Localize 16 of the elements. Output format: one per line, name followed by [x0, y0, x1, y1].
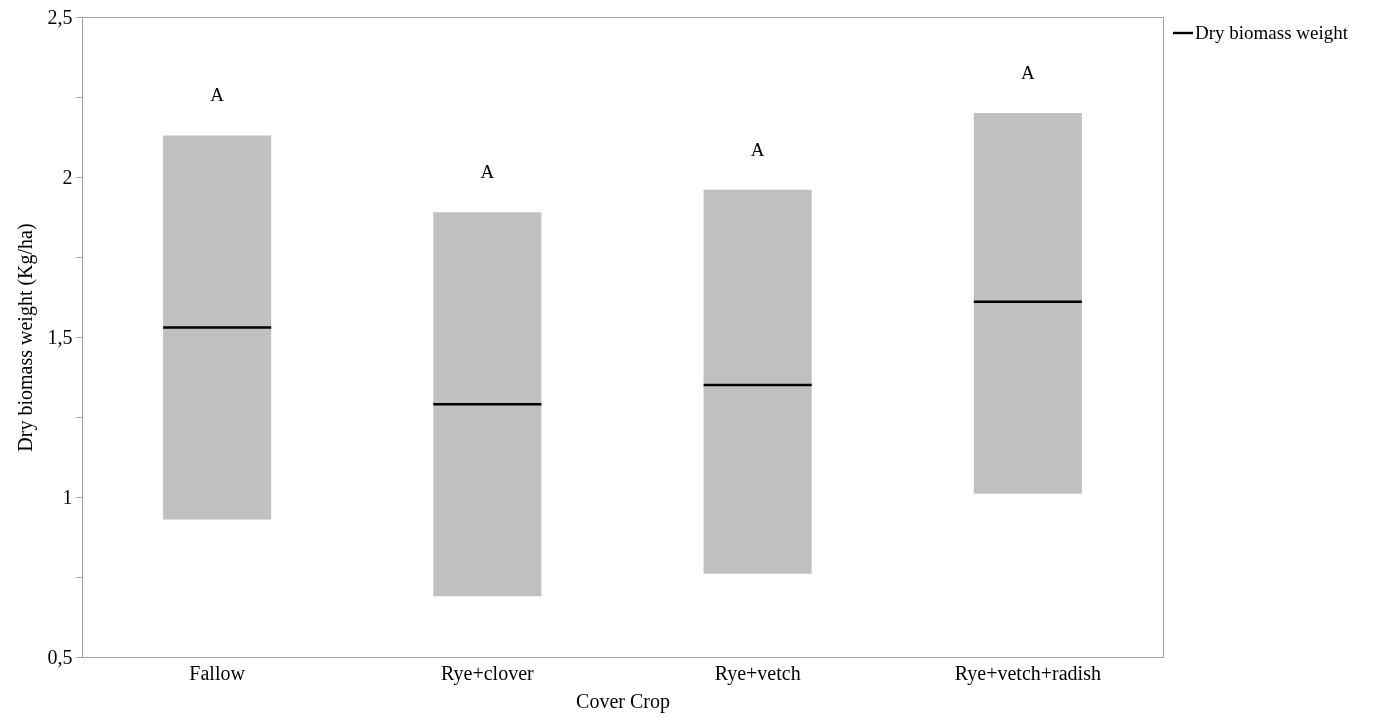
y-tick-label: 2	[62, 165, 73, 188]
y-tick-label: 2,5	[47, 5, 73, 28]
x-tick-label: Rye+vetch	[714, 661, 801, 685]
x-tick-label: Rye+clover	[441, 661, 535, 685]
y-axis-title: Dry biomass weight (Kg/ha)	[13, 223, 37, 452]
annotation: A	[1021, 62, 1036, 83]
y-tick-label: 1	[62, 485, 73, 508]
x-axis-title: Cover Crop	[576, 689, 670, 713]
text: Dry biomass weight	[1195, 22, 1349, 43]
y-tick-label: 0,5	[47, 645, 73, 668]
annotation: A	[210, 84, 225, 106]
annotation: A	[480, 161, 495, 183]
x-tick-label: Fallow	[189, 661, 246, 684]
x-tick-label: Rye+vetch+radish	[954, 661, 1101, 685]
y-tick-label: 1,5	[47, 325, 73, 348]
annotation: A	[750, 138, 765, 160]
